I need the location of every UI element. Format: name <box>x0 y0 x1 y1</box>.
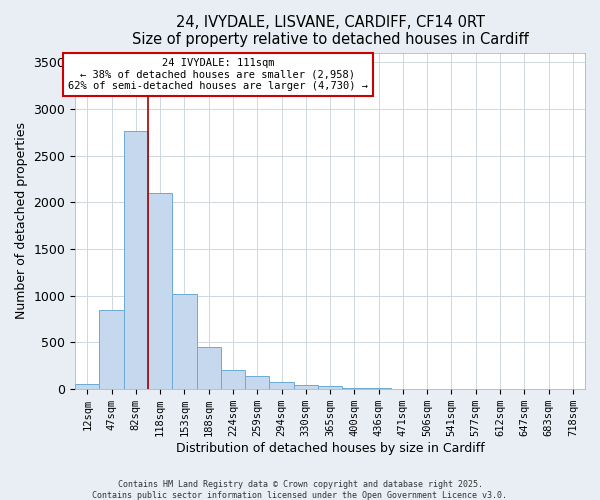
Bar <box>318 386 342 389</box>
Bar <box>269 382 293 389</box>
Y-axis label: Number of detached properties: Number of detached properties <box>15 122 28 320</box>
Title: 24, IVYDALE, LISVANE, CARDIFF, CF14 0RT
Size of property relative to detached ho: 24, IVYDALE, LISVANE, CARDIFF, CF14 0RT … <box>132 15 529 48</box>
Bar <box>172 294 197 389</box>
Bar <box>197 346 221 389</box>
Bar <box>124 131 148 389</box>
Bar <box>75 384 100 389</box>
Bar <box>293 384 318 389</box>
Text: Contains HM Land Registry data © Crown copyright and database right 2025.
Contai: Contains HM Land Registry data © Crown c… <box>92 480 508 500</box>
Bar <box>245 376 269 389</box>
Bar <box>100 310 124 389</box>
X-axis label: Distribution of detached houses by size in Cardiff: Distribution of detached houses by size … <box>176 442 484 455</box>
Bar <box>148 193 172 389</box>
Bar <box>221 370 245 389</box>
Bar <box>342 388 367 389</box>
Text: 24 IVYDALE: 111sqm
← 38% of detached houses are smaller (2,958)
62% of semi-deta: 24 IVYDALE: 111sqm ← 38% of detached hou… <box>68 58 368 91</box>
Bar <box>367 388 391 389</box>
